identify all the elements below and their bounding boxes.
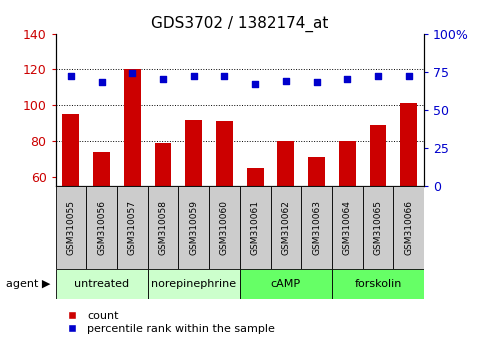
Point (67, 73, 75, 79)
Bar (247, 168, 264, 284)
Point (98, 80, 105, 85)
Bar (369, 125, 386, 284)
Point (190, 73, 198, 79)
Bar (56, 269, 148, 299)
Text: GSM310061: GSM310061 (251, 200, 260, 255)
Point (313, 80, 320, 85)
Bar (209, 186, 240, 269)
Point (405, 73, 412, 79)
Bar (332, 186, 363, 269)
Bar (240, 269, 332, 299)
Bar (124, 69, 141, 284)
Text: GSM310060: GSM310060 (220, 200, 229, 255)
Bar (332, 269, 424, 299)
Text: GSM310063: GSM310063 (312, 200, 321, 255)
Bar (56, 186, 86, 269)
Text: GSM310057: GSM310057 (128, 200, 137, 255)
Point (221, 73, 228, 79)
Bar (86, 186, 117, 269)
Bar (393, 186, 424, 269)
Bar (301, 186, 332, 269)
Text: agent ▶: agent ▶ (6, 279, 51, 289)
Text: GSM310066: GSM310066 (404, 200, 413, 255)
Text: GSM310055: GSM310055 (66, 200, 75, 255)
Text: GSM310062: GSM310062 (282, 200, 290, 255)
Text: GSM310056: GSM310056 (97, 200, 106, 255)
Bar (178, 186, 209, 269)
Bar (308, 157, 325, 284)
Text: GSM310065: GSM310065 (373, 200, 383, 255)
Bar (148, 269, 240, 299)
Point (251, 81, 259, 87)
Bar (270, 186, 301, 269)
Text: untreated: untreated (74, 279, 129, 289)
Bar (216, 121, 233, 284)
Bar (185, 120, 202, 284)
Text: GSM310058: GSM310058 (158, 200, 168, 255)
Point (374, 73, 382, 79)
Bar (93, 152, 110, 284)
Text: GSM310064: GSM310064 (343, 200, 352, 255)
Title: GDS3702 / 1382174_at: GDS3702 / 1382174_at (151, 16, 328, 32)
Point (282, 78, 290, 84)
Bar (277, 141, 294, 284)
Bar (62, 114, 79, 284)
Text: norepinephrine: norepinephrine (151, 279, 236, 289)
Text: GSM310059: GSM310059 (189, 200, 198, 255)
Bar (339, 141, 356, 284)
Bar (240, 186, 270, 269)
Point (159, 76, 167, 82)
Point (343, 76, 351, 82)
Text: cAMP: cAMP (271, 279, 301, 289)
Point (128, 70, 136, 76)
Text: forskolin: forskolin (355, 279, 402, 289)
Bar (363, 186, 393, 269)
Bar (117, 186, 148, 269)
Legend: count, percentile rank within the sample: count, percentile rank within the sample (57, 307, 280, 339)
Bar (155, 143, 171, 284)
Bar (400, 103, 417, 284)
Bar (148, 186, 178, 269)
